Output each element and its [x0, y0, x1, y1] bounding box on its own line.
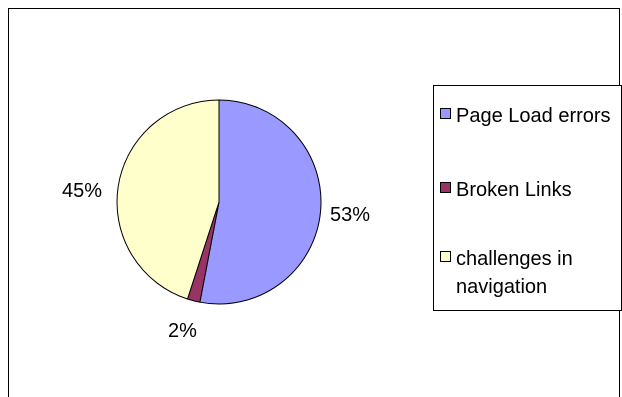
legend-item-challenges-in-navigation: challenges in navigation	[440, 245, 616, 301]
pct-label-broken-links: 2%	[168, 320, 197, 342]
legend: Page Load errors Broken Links challenges…	[433, 85, 622, 311]
legend-item-page-load-errors: Page Load errors	[440, 102, 616, 130]
legend-label-broken-links: Broken Links	[456, 179, 572, 201]
pie-slice-page-load-errors	[199, 99, 322, 305]
legend-item-broken-links: Broken Links	[440, 176, 616, 204]
legend-swatch-broken-links	[440, 182, 451, 193]
legend-label-challenges-in-navigation: challenges in navigation	[456, 248, 573, 298]
pie-slice-challenges-in-navigation	[116, 99, 220, 300]
legend-swatch-page-load-errors	[440, 108, 451, 119]
legend-swatch-challenges-in-navigation	[440, 251, 451, 262]
legend-label-page-load-errors: Page Load errors	[456, 105, 611, 127]
pct-label-challenges-in-navigation: 45%	[62, 180, 102, 202]
pct-label-page-load-errors: 53%	[330, 204, 370, 226]
